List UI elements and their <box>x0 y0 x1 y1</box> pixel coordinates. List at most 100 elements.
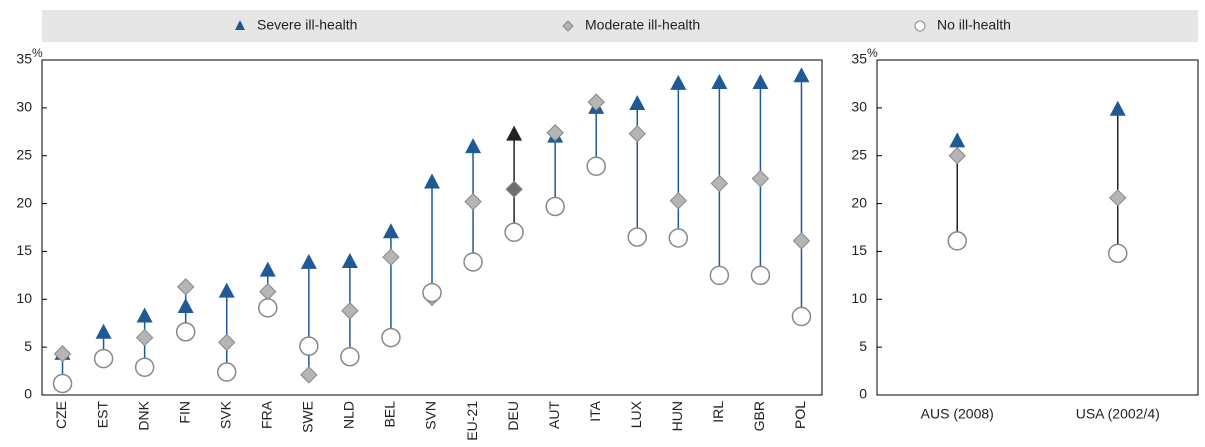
y-tick-label: 0 <box>24 386 32 402</box>
circle-marker <box>381 327 401 348</box>
triangle-marker <box>793 67 810 83</box>
x-tick-label: EST <box>94 401 110 429</box>
triangle-marker <box>177 297 194 313</box>
diamond-marker <box>505 180 523 198</box>
x-tick-label: FRA <box>258 400 274 429</box>
x-tick-label: DNK <box>135 400 151 430</box>
x-tick-label: ITA <box>587 400 603 421</box>
circle-marker <box>134 357 155 377</box>
triangle-marker <box>424 173 440 189</box>
diamond-marker <box>341 302 359 320</box>
diamond-marker <box>382 248 400 266</box>
diamond-marker <box>300 366 318 384</box>
y-tick-label: 25 <box>851 146 867 162</box>
triangle-marker <box>506 125 523 141</box>
diamond-marker <box>1109 189 1127 207</box>
diamond-marker <box>628 124 646 143</box>
x-tick-label: GBR <box>751 401 767 431</box>
diamond-marker <box>669 191 688 210</box>
x-tick-label: LUX <box>628 400 644 428</box>
x-tick-label: SVN <box>423 401 439 430</box>
legend-label: Severe ill-health <box>257 17 357 33</box>
x-tick-label: FIN <box>176 401 192 424</box>
diamond-marker <box>464 192 482 211</box>
triangle-marker <box>465 138 482 154</box>
x-tick-label: BEL <box>382 401 398 428</box>
x-tick-label: USA (2002/4) <box>1076 406 1160 422</box>
y-tick-label: 10 <box>16 290 32 306</box>
triangle-marker <box>259 261 276 277</box>
y-tick-label: 5 <box>859 338 867 354</box>
legend-label: No ill-health <box>937 17 1011 33</box>
triangle-marker <box>629 95 646 111</box>
triangle-marker <box>382 223 399 239</box>
circle-marker <box>709 265 730 286</box>
circle-marker <box>216 362 237 382</box>
triangle-marker <box>300 253 317 269</box>
y-tick-label: 35 <box>851 51 867 67</box>
diamond-marker <box>792 232 811 250</box>
circle-marker <box>93 348 114 369</box>
circle-marker <box>463 252 483 272</box>
y-tick-label: 10 <box>851 290 867 306</box>
legend-marker <box>562 20 574 32</box>
y-tick-label: 30 <box>851 99 867 115</box>
diamond-marker <box>135 328 154 347</box>
triangle-marker <box>670 74 687 90</box>
diamond-marker <box>546 124 564 142</box>
triangle-marker <box>1109 100 1126 116</box>
diamond-marker <box>218 333 236 352</box>
y-tick-label: 0 <box>859 386 867 402</box>
triangle-marker <box>949 132 966 148</box>
circle-marker <box>1108 243 1128 264</box>
circle-marker <box>545 196 565 217</box>
circle-marker <box>52 373 73 394</box>
diamond-marker <box>751 169 770 188</box>
circle-marker <box>504 222 524 243</box>
triangle-marker <box>711 73 728 89</box>
x-tick-label: POL <box>792 401 808 429</box>
y-tick-label: 20 <box>16 194 32 210</box>
y-tick-label: 15 <box>851 242 867 258</box>
circle-marker <box>791 306 812 327</box>
y-tick-label: 30 <box>16 99 32 115</box>
diamond-marker <box>259 282 277 301</box>
legend-marker <box>914 20 926 32</box>
diamond-marker <box>176 278 195 296</box>
y-axis-unit: % <box>867 46 878 60</box>
x-tick-label: SVK <box>217 400 233 429</box>
y-tick-label: 15 <box>16 242 32 258</box>
circle-marker <box>586 156 606 176</box>
y-axis-unit: % <box>32 46 43 60</box>
triangle-marker <box>341 252 358 268</box>
circle-marker <box>175 322 196 342</box>
legend-marker <box>235 20 245 30</box>
x-tick-label: IRL <box>710 401 726 423</box>
triangle-marker <box>752 73 769 89</box>
diamond-marker <box>53 345 72 363</box>
x-tick-label: AUT <box>546 401 562 429</box>
y-tick-label: 25 <box>16 146 32 162</box>
circle-marker <box>627 227 648 247</box>
legend-label: Moderate ill-health <box>585 17 700 33</box>
circle-marker <box>340 346 360 367</box>
y-tick-label: 35 <box>16 51 32 67</box>
x-tick-label: SWE <box>300 401 316 433</box>
plot-frame <box>876 59 1199 396</box>
x-tick-label: EU-21 <box>464 401 480 441</box>
y-tick-label: 5 <box>24 338 32 354</box>
circle-marker <box>422 282 442 303</box>
diamond-marker <box>948 147 966 165</box>
diamond-marker <box>710 174 729 193</box>
x-tick-label: HUN <box>669 401 685 431</box>
x-tick-label: AUS (2008) <box>921 406 994 422</box>
circle-marker <box>947 231 967 251</box>
circle-marker <box>750 265 771 286</box>
triangle-marker <box>218 282 235 298</box>
circle-marker <box>299 336 319 356</box>
x-tick-label: DEU <box>505 401 521 431</box>
triangle-marker <box>95 323 112 339</box>
circle-marker <box>258 298 278 318</box>
diamond-marker <box>587 93 605 111</box>
